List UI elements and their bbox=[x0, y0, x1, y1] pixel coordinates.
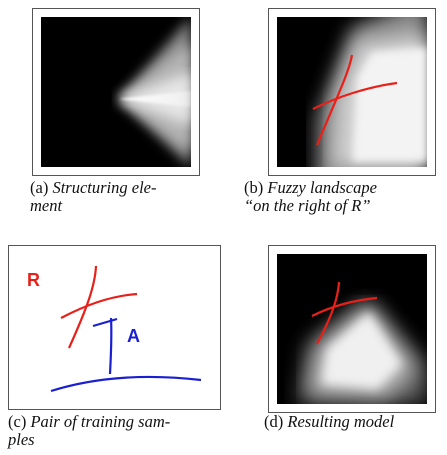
blue-sample-stroke-2 bbox=[108, 317, 113, 375]
caption-b-label: (b) bbox=[244, 178, 264, 197]
caption-c-cont: ples bbox=[8, 430, 35, 449]
training-samples-image: R A bbox=[9, 246, 220, 409]
caption-c-line2: ples bbox=[8, 430, 35, 449]
caption-a-label: (a) bbox=[30, 178, 49, 197]
caption-b-cont: “on the right of R” bbox=[244, 196, 371, 215]
caption-c: (c) Pair of training sam- bbox=[8, 412, 170, 431]
red-sample-stroke-2 bbox=[60, 292, 138, 319]
caption-d: (d) Resulting model bbox=[264, 412, 394, 431]
red-sample-stroke-1 bbox=[67, 265, 98, 349]
panel-d-frame bbox=[268, 245, 436, 413]
caption-a: (a) Structuring ele- bbox=[30, 178, 156, 197]
caption-a-line2: ment bbox=[30, 196, 63, 215]
caption-c-label: (c) bbox=[8, 412, 27, 431]
blue-sample-stroke-3 bbox=[50, 375, 202, 393]
caption-b-line1: Fuzzy landscape bbox=[267, 178, 377, 197]
label-a: A bbox=[127, 326, 140, 346]
caption-a-cont: ment bbox=[30, 196, 62, 215]
caption-c-line1: Pair of training sam- bbox=[30, 412, 171, 431]
resulting-model-image bbox=[277, 254, 427, 404]
reference-object-r bbox=[315, 54, 354, 146]
model-reference-stroke-2 bbox=[311, 296, 378, 317]
panel-a-frame bbox=[32, 8, 200, 176]
fuzzy-landscape-image bbox=[277, 17, 427, 167]
caption-d-label: (d) bbox=[264, 412, 284, 431]
caption-d-line1: Resulting model bbox=[287, 412, 395, 431]
structuring-element-image bbox=[41, 17, 191, 167]
caption-a-line1: Structuring ele- bbox=[52, 178, 157, 197]
blue-sample-stroke-1 bbox=[92, 317, 118, 328]
label-r: R bbox=[27, 270, 40, 290]
caption-b: (b) Fuzzy landscape bbox=[244, 178, 377, 197]
model-reference-stroke-1 bbox=[316, 281, 341, 345]
panel-b-frame bbox=[268, 8, 436, 176]
panel-c-frame: R A bbox=[8, 245, 221, 410]
caption-b-line2: “on the right of R” bbox=[244, 196, 371, 215]
